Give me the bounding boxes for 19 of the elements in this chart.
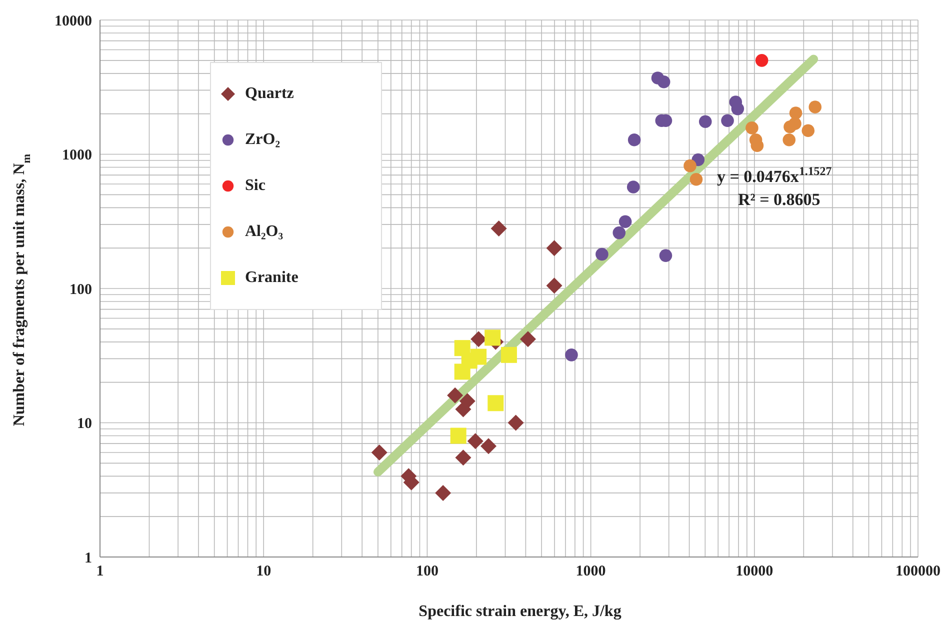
x-tick-label: 100: [416, 564, 438, 580]
annotation: R² = 0.8605: [738, 190, 820, 209]
legend-label: Al₂O₃: [245, 223, 284, 241]
y-tick-label: 10000: [54, 13, 92, 30]
x-axis-title: Specific strain energy, E, J/kg: [418, 603, 622, 620]
legend-label: Granite: [245, 269, 298, 287]
x-tick-label: 1000: [576, 564, 606, 580]
y-tick-label: 100: [70, 282, 92, 298]
y-tick-label: 1: [84, 550, 92, 566]
y-tick-label: 1000: [62, 148, 92, 164]
legend-label: ZrO₂: [245, 131, 280, 149]
annotation: y = 0.0476x$^{1.1527}$: [717, 164, 832, 186]
x-tick-label: 10: [256, 564, 272, 580]
legend-label: Sic: [245, 177, 266, 195]
x-tick-label: 10000: [736, 564, 774, 580]
x-tick-label: 1: [96, 564, 104, 580]
x-tick-label: 100000: [896, 564, 940, 580]
legend-label: Quartz: [245, 85, 294, 103]
y-tick-label: 10: [77, 416, 92, 432]
